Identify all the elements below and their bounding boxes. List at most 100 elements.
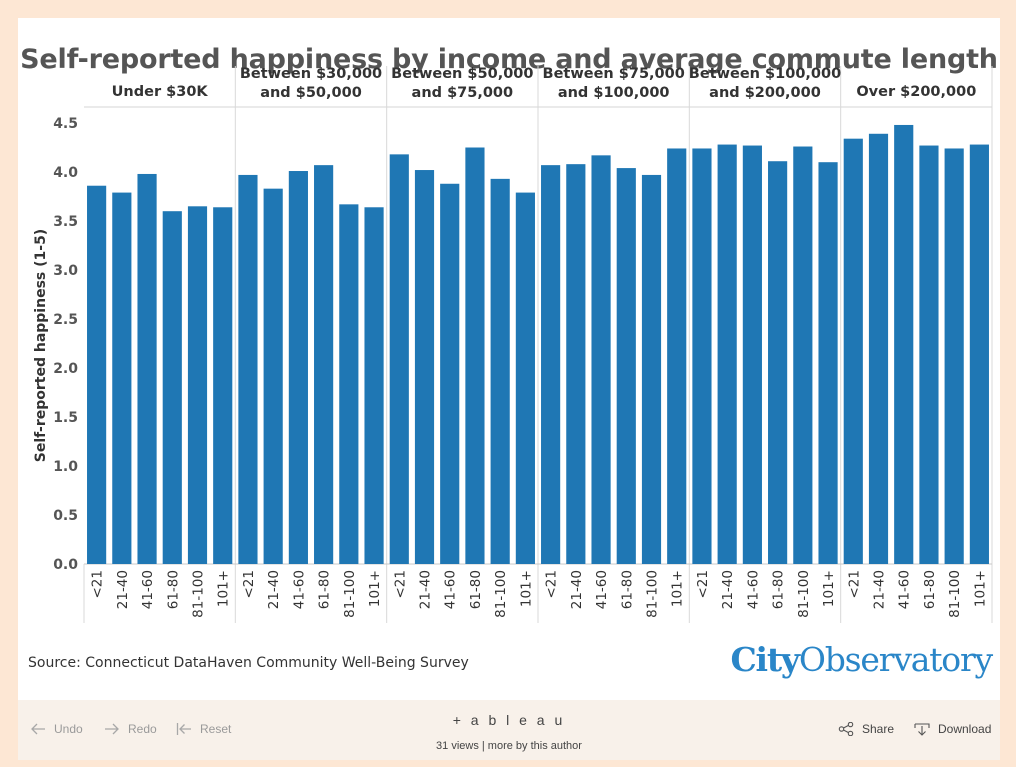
undo-arrow-icon	[31, 723, 45, 735]
x-tick-label: 41-60	[140, 570, 156, 609]
tableau-logo[interactable]: + a b l e a u	[452, 712, 566, 728]
chart-card: Self-reported happiness by income and av…	[18, 18, 1000, 700]
bar	[818, 162, 838, 564]
x-tick-label: 61-80	[771, 570, 787, 609]
y-tick-label: 2.5	[53, 312, 78, 328]
share-button[interactable]: Share	[838, 722, 894, 736]
x-tick-label: 21-40	[872, 570, 888, 609]
y-tick-label: 3.0	[53, 263, 78, 279]
bar	[742, 145, 762, 564]
y-axis-label: Self-reported happiness (1-5)	[33, 229, 49, 462]
x-tick-label: 21-40	[266, 570, 282, 609]
x-tick-label: 81-100	[645, 570, 661, 618]
y-tick-label: 4.0	[53, 165, 78, 181]
x-tick-label: 101+	[216, 570, 232, 607]
x-tick-label: 101+	[367, 570, 383, 607]
redo-arrow-icon	[105, 723, 119, 735]
x-tick-label: <21	[846, 570, 862, 599]
group-header-label: Between $30,000	[240, 66, 382, 82]
undo-button[interactable]: Undo	[30, 722, 83, 736]
reset-icon	[176, 723, 191, 735]
source-note: Source: Connecticut DataHaven Community …	[28, 655, 469, 671]
x-tick-label: <21	[695, 570, 711, 599]
x-tick-label: 61-80	[317, 570, 333, 609]
bar	[364, 207, 384, 564]
bar	[591, 155, 611, 564]
share-icon	[838, 722, 854, 736]
bar	[894, 124, 914, 565]
x-tick-label: 81-100	[191, 570, 207, 618]
bar	[566, 164, 586, 564]
x-tick-label: 41-60	[291, 570, 307, 609]
bar	[87, 185, 107, 564]
y-tick-label: 1.5	[53, 410, 78, 426]
group-header-label: Between $75,000	[543, 66, 685, 82]
bar	[288, 171, 308, 564]
bar	[616, 168, 636, 564]
bar	[717, 144, 737, 564]
x-tick-label: 61-80	[922, 570, 938, 609]
download-button[interactable]: Download	[914, 722, 991, 736]
x-tick-label: 81-100	[796, 570, 812, 618]
x-tick-label: 81-100	[342, 570, 358, 618]
y-tick-label: 2.0	[53, 361, 78, 377]
group-header-label: Between $50,000	[391, 66, 533, 82]
group-header-label: Over $200,000	[856, 84, 976, 100]
bar	[112, 192, 132, 564]
x-tick-label: 21-40	[418, 570, 434, 609]
x-tick-label: 101+	[518, 570, 534, 607]
redo-button[interactable]: Redo	[104, 722, 157, 736]
x-tick-label: 21-40	[569, 570, 585, 609]
x-tick-label: 61-80	[165, 570, 181, 609]
bar	[389, 154, 409, 565]
chart-title: Self-reported happiness by income and av…	[20, 44, 998, 75]
views-count[interactable]: 31 views | more by this author	[436, 740, 582, 752]
bar	[339, 204, 359, 564]
x-tick-label: 41-60	[443, 570, 459, 609]
x-tick-label: 41-60	[594, 570, 610, 609]
bar	[944, 148, 964, 565]
x-tick-label: 41-60	[897, 570, 913, 609]
x-tick-label: <21	[544, 570, 560, 599]
group-header-label: Between $100,000	[689, 66, 841, 82]
y-tick-label: 0.5	[53, 508, 78, 524]
bar	[515, 192, 535, 564]
group-header-label: and $50,000	[260, 85, 362, 101]
bar	[667, 148, 687, 565]
bar	[414, 170, 435, 565]
bar	[843, 138, 863, 564]
y-tick-label: 4.5	[53, 116, 78, 132]
y-tick-label: 3.5	[53, 214, 78, 230]
bar	[768, 161, 788, 564]
y-tick-label: 0.0	[53, 557, 78, 573]
bar	[793, 146, 813, 564]
bar	[541, 165, 561, 564]
city-observatory-logo: CityObservatory	[730, 640, 993, 679]
bar	[919, 145, 939, 564]
group-header-label: and $75,000	[412, 85, 514, 101]
bar	[314, 165, 334, 564]
bar	[490, 178, 510, 565]
bar	[213, 207, 233, 564]
x-tick-label: <21	[241, 570, 257, 599]
bar	[868, 133, 889, 564]
group-header-label: Under $30K	[112, 84, 209, 100]
tableau-toolbar: Undo Redo Reset + a b l e a u 31 views |…	[18, 700, 1000, 760]
bar	[641, 174, 662, 564]
bar	[137, 173, 157, 564]
bar	[238, 174, 258, 564]
x-tick-label: 61-80	[468, 570, 484, 609]
reset-button[interactable]: Reset	[176, 722, 231, 736]
group-header-label: and $200,000	[709, 85, 821, 101]
bar	[692, 148, 712, 565]
bar	[440, 183, 460, 564]
bar	[263, 188, 283, 564]
x-tick-label: 41-60	[745, 570, 761, 609]
x-tick-label: 101+	[821, 570, 837, 607]
x-tick-label: <21	[392, 570, 408, 599]
x-tick-label: 61-80	[619, 570, 635, 609]
x-tick-label: <21	[90, 570, 106, 599]
x-tick-label: 81-100	[493, 570, 509, 618]
bar-chart: 0.0 0.5 1.0 1.5 2.0 2.5 3.0 3.5 4.0 4.5 Self-repor…	[33, 66, 993, 623]
x-tick-label: 101+	[670, 570, 686, 607]
